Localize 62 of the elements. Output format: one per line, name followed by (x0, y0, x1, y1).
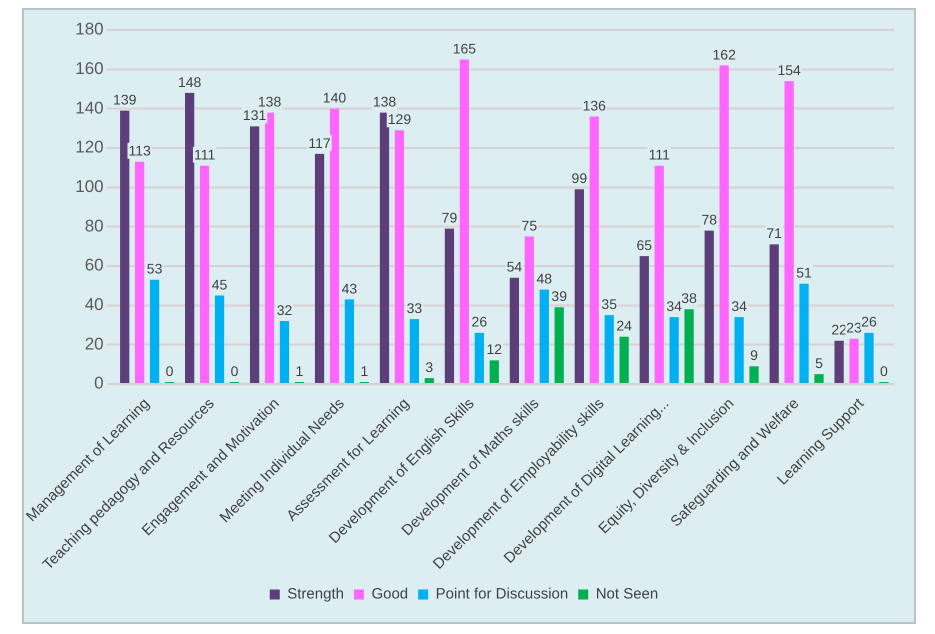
data-label: 26 (861, 314, 877, 330)
data-label: 111 (648, 146, 670, 163)
y-tick-label: 0 (94, 374, 104, 393)
data-label: 38 (681, 290, 698, 306)
data-label: 129 (388, 111, 412, 128)
data-label: 131 (242, 107, 266, 124)
data-label: 78 (701, 211, 718, 228)
data-label: 35 (601, 296, 618, 312)
legend-label: Strength (287, 586, 344, 603)
y-tick-label: 120 (75, 138, 104, 157)
y-tick-label: 100 (75, 177, 104, 196)
data-label: 34 (666, 298, 682, 314)
y-tick-label: 20 (84, 334, 104, 354)
data-label: 53 (146, 260, 163, 277)
data-label: 23 (846, 320, 862, 336)
data-label: 0 (166, 362, 174, 379)
data-label: 0 (230, 362, 239, 379)
data-label: 5 (815, 355, 824, 372)
data-label: 148 (178, 74, 202, 90)
data-label: 99 (572, 170, 588, 186)
data-label: 75 (522, 217, 538, 234)
data-label: 113 (128, 142, 152, 159)
data-label: 154 (777, 62, 802, 78)
data-label: 9 (750, 347, 758, 364)
data-label: 24 (616, 318, 632, 334)
data-label: 71 (766, 225, 782, 242)
data-label: 1 (360, 362, 368, 379)
y-tick-label: 80 (84, 216, 104, 236)
data-label: 54 (506, 258, 522, 275)
data-label: 34 (731, 298, 748, 314)
data-label: 26 (472, 314, 488, 330)
y-tick-label: 160 (75, 59, 104, 78)
data-label: 162 (712, 46, 736, 62)
data-label: 136 (582, 97, 606, 114)
data-label: 79 (442, 209, 458, 226)
data-label: 138 (372, 93, 396, 110)
data-label: 48 (536, 270, 552, 286)
y-tick-label: 60 (84, 256, 104, 275)
data-label: 32 (276, 302, 292, 318)
data-label: 45 (212, 276, 228, 292)
data-label: 117 (308, 134, 331, 151)
data-label: 65 (636, 237, 652, 254)
data-label: 51 (796, 264, 812, 281)
y-tick-label: 180 (75, 20, 104, 39)
data-label: 111 (194, 146, 216, 163)
legend-label: Not Seen (596, 586, 658, 603)
data-label: 43 (342, 280, 358, 296)
data-label: 165 (452, 40, 476, 56)
legend-label: Point for Discussion (436, 586, 568, 603)
data-label: 33 (406, 300, 422, 316)
data-label: 39 (551, 288, 568, 304)
data-label: 22 (831, 322, 848, 338)
y-tick-label: 140 (75, 98, 104, 118)
data-label: 1 (296, 362, 304, 379)
data-label: 140 (322, 90, 346, 106)
data-label: 3 (425, 358, 434, 375)
data-label: 138 (258, 93, 282, 110)
data-label: 139 (113, 91, 137, 108)
legend-label: Good (371, 586, 408, 603)
y-tick-label: 40 (84, 295, 104, 314)
data-label: 0 (880, 362, 888, 379)
data-label: 12 (486, 341, 502, 358)
